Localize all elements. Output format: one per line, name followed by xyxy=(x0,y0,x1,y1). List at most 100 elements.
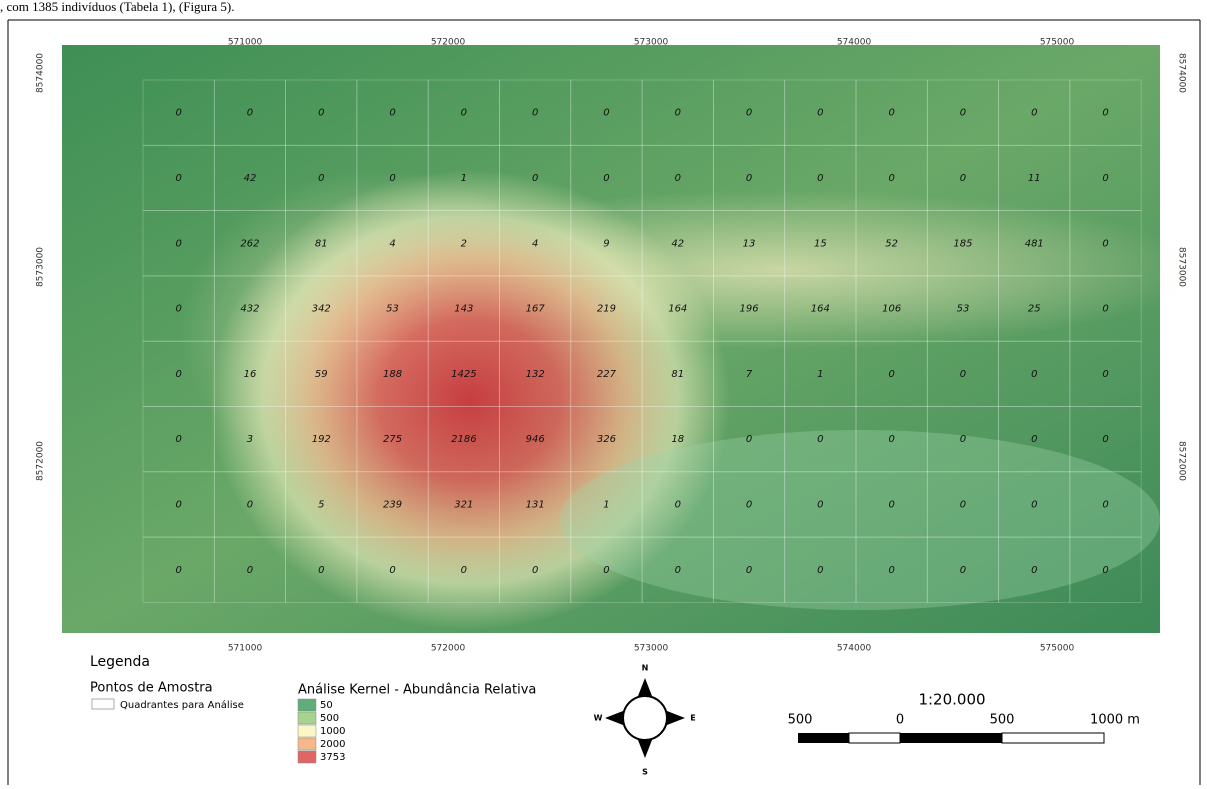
quadrant-count: 0 xyxy=(675,108,681,119)
quadrant-count: 15 xyxy=(814,238,827,249)
x-coord-label: 573000 xyxy=(634,644,669,654)
quadrant-count: 0 xyxy=(746,108,752,119)
quadrant-count: 0 xyxy=(389,173,395,184)
page: {"caption": ", com 1385 indivíduos (Tabe… xyxy=(0,0,1207,785)
quadrant-count: 53 xyxy=(386,304,399,315)
quadrant-count: 0 xyxy=(1102,304,1108,315)
quadrant-count: 52 xyxy=(885,238,898,249)
quadrant-count: 164 xyxy=(668,304,687,315)
scale-label: 500 xyxy=(990,713,1015,728)
quadrant-count: 2186 xyxy=(451,434,476,445)
quadrant-count: 0 xyxy=(175,499,181,510)
quadrant-count: 0 xyxy=(247,499,253,510)
quadrant-count: 0 xyxy=(960,108,966,119)
quadrant-count: 185 xyxy=(953,238,972,249)
y-coord-label: 8573000 xyxy=(1177,247,1187,287)
quadrant-count: 81 xyxy=(315,238,328,249)
compass-s: S xyxy=(642,768,648,777)
quadrant-count: 42 xyxy=(244,173,257,184)
quadrant-count: 227 xyxy=(597,369,617,380)
quadrant-count: 0 xyxy=(817,565,823,576)
legend-points: Pontos de Amostra xyxy=(90,681,213,696)
quadrant-count: 0 xyxy=(175,108,181,119)
quadrant-count: 0 xyxy=(389,108,395,119)
quadrant-count: 0 xyxy=(603,108,609,119)
quadrant-count: 432 xyxy=(240,304,259,315)
quadrant-count: 0 xyxy=(888,369,894,380)
quadrant-count: 0 xyxy=(960,434,966,445)
x-coord-label: 572000 xyxy=(431,38,466,48)
quadrant-count: 0 xyxy=(175,369,181,380)
quadrant-count: 0 xyxy=(960,369,966,380)
quadrant-count: 42 xyxy=(671,238,684,249)
scale-bar xyxy=(849,733,900,743)
quadrant-count: 0 xyxy=(175,304,181,315)
quadrant-count: 167 xyxy=(526,304,546,315)
scale-label: 0 xyxy=(896,713,904,728)
compass: N S W E xyxy=(594,664,696,777)
quadrant-count: 0 xyxy=(817,434,823,445)
quadrant-count: 0 xyxy=(888,565,894,576)
quadrant-count: 164 xyxy=(811,304,830,315)
quadrant-count: 0 xyxy=(603,173,609,184)
quadrant-count: 132 xyxy=(526,369,545,380)
y-coord-label: 8572000 xyxy=(36,441,46,481)
compass-n: N xyxy=(642,664,649,673)
quadrant-count: 0 xyxy=(389,565,395,576)
quadrant-count: 239 xyxy=(383,499,402,510)
quadrant-count: 4 xyxy=(389,238,395,249)
x-coord-label: 572000 xyxy=(431,644,466,654)
x-coord-label: 573000 xyxy=(634,38,669,48)
quadrant-count: 0 xyxy=(960,565,966,576)
quadrant-count: 13 xyxy=(743,238,756,249)
quadrant-count: 131 xyxy=(526,499,545,510)
quadrant-count: 0 xyxy=(318,173,324,184)
legend-swatch xyxy=(298,699,316,711)
quadrant-count: 1425 xyxy=(451,369,476,380)
quadrant-count: 0 xyxy=(461,565,467,576)
y-coord-label: 8574000 xyxy=(1177,53,1187,93)
quadrant-count: 0 xyxy=(960,173,966,184)
quadrant-count: 0 xyxy=(532,108,538,119)
quadrant-count: 0 xyxy=(318,108,324,119)
quadrant-count: 0 xyxy=(1102,108,1108,119)
quadrant-count: 0 xyxy=(960,499,966,510)
quadrant-count: 0 xyxy=(675,173,681,184)
scale-bar xyxy=(1002,733,1104,743)
quadrant-count: 25 xyxy=(1028,304,1041,315)
legend-kernel-title: Análise Kernel - Abundância Relativa xyxy=(298,683,536,698)
legend-title: Legenda xyxy=(90,654,150,670)
quadrant-count: 0 xyxy=(318,565,324,576)
quadrant-count: 59 xyxy=(315,369,328,380)
quadrant-count: 1 xyxy=(461,173,467,184)
x-coord-label: 571000 xyxy=(228,644,263,654)
legend-class-label: 3753 xyxy=(320,752,345,763)
quadrant-count: 342 xyxy=(312,304,331,315)
legend-swatch xyxy=(298,725,316,737)
quadrant-count: 0 xyxy=(1102,173,1108,184)
scale-bar xyxy=(900,733,1002,743)
quadrant-count: 0 xyxy=(1031,434,1037,445)
x-coord-label: 575000 xyxy=(1040,38,1075,48)
quadrant-count: 219 xyxy=(597,304,616,315)
legend-class-label: 1000 xyxy=(320,726,345,737)
quadrant-count: 5 xyxy=(318,499,324,510)
quadrant-count: 192 xyxy=(312,434,331,445)
quadrant-count: 0 xyxy=(247,565,253,576)
quadrant-count: 0 xyxy=(1102,499,1108,510)
quadrant-count: 0 xyxy=(675,499,681,510)
quadrant-count: 0 xyxy=(1031,108,1037,119)
x-coord-label: 574000 xyxy=(837,644,872,654)
quadrant-count: 0 xyxy=(247,108,253,119)
quadrant-count: 196 xyxy=(740,304,759,315)
quadrant-count: 321 xyxy=(454,499,473,510)
quadrant-count: 0 xyxy=(888,173,894,184)
quadrant-count: 4 xyxy=(532,238,538,249)
quadrant-count: 0 xyxy=(817,108,823,119)
quadrant-count: 9 xyxy=(603,238,609,249)
quadrant-count: 1 xyxy=(817,369,823,380)
quadrant-count: 81 xyxy=(671,369,684,380)
quadrant-count: 188 xyxy=(383,369,402,380)
x-coord-label: 571000 xyxy=(228,38,263,48)
